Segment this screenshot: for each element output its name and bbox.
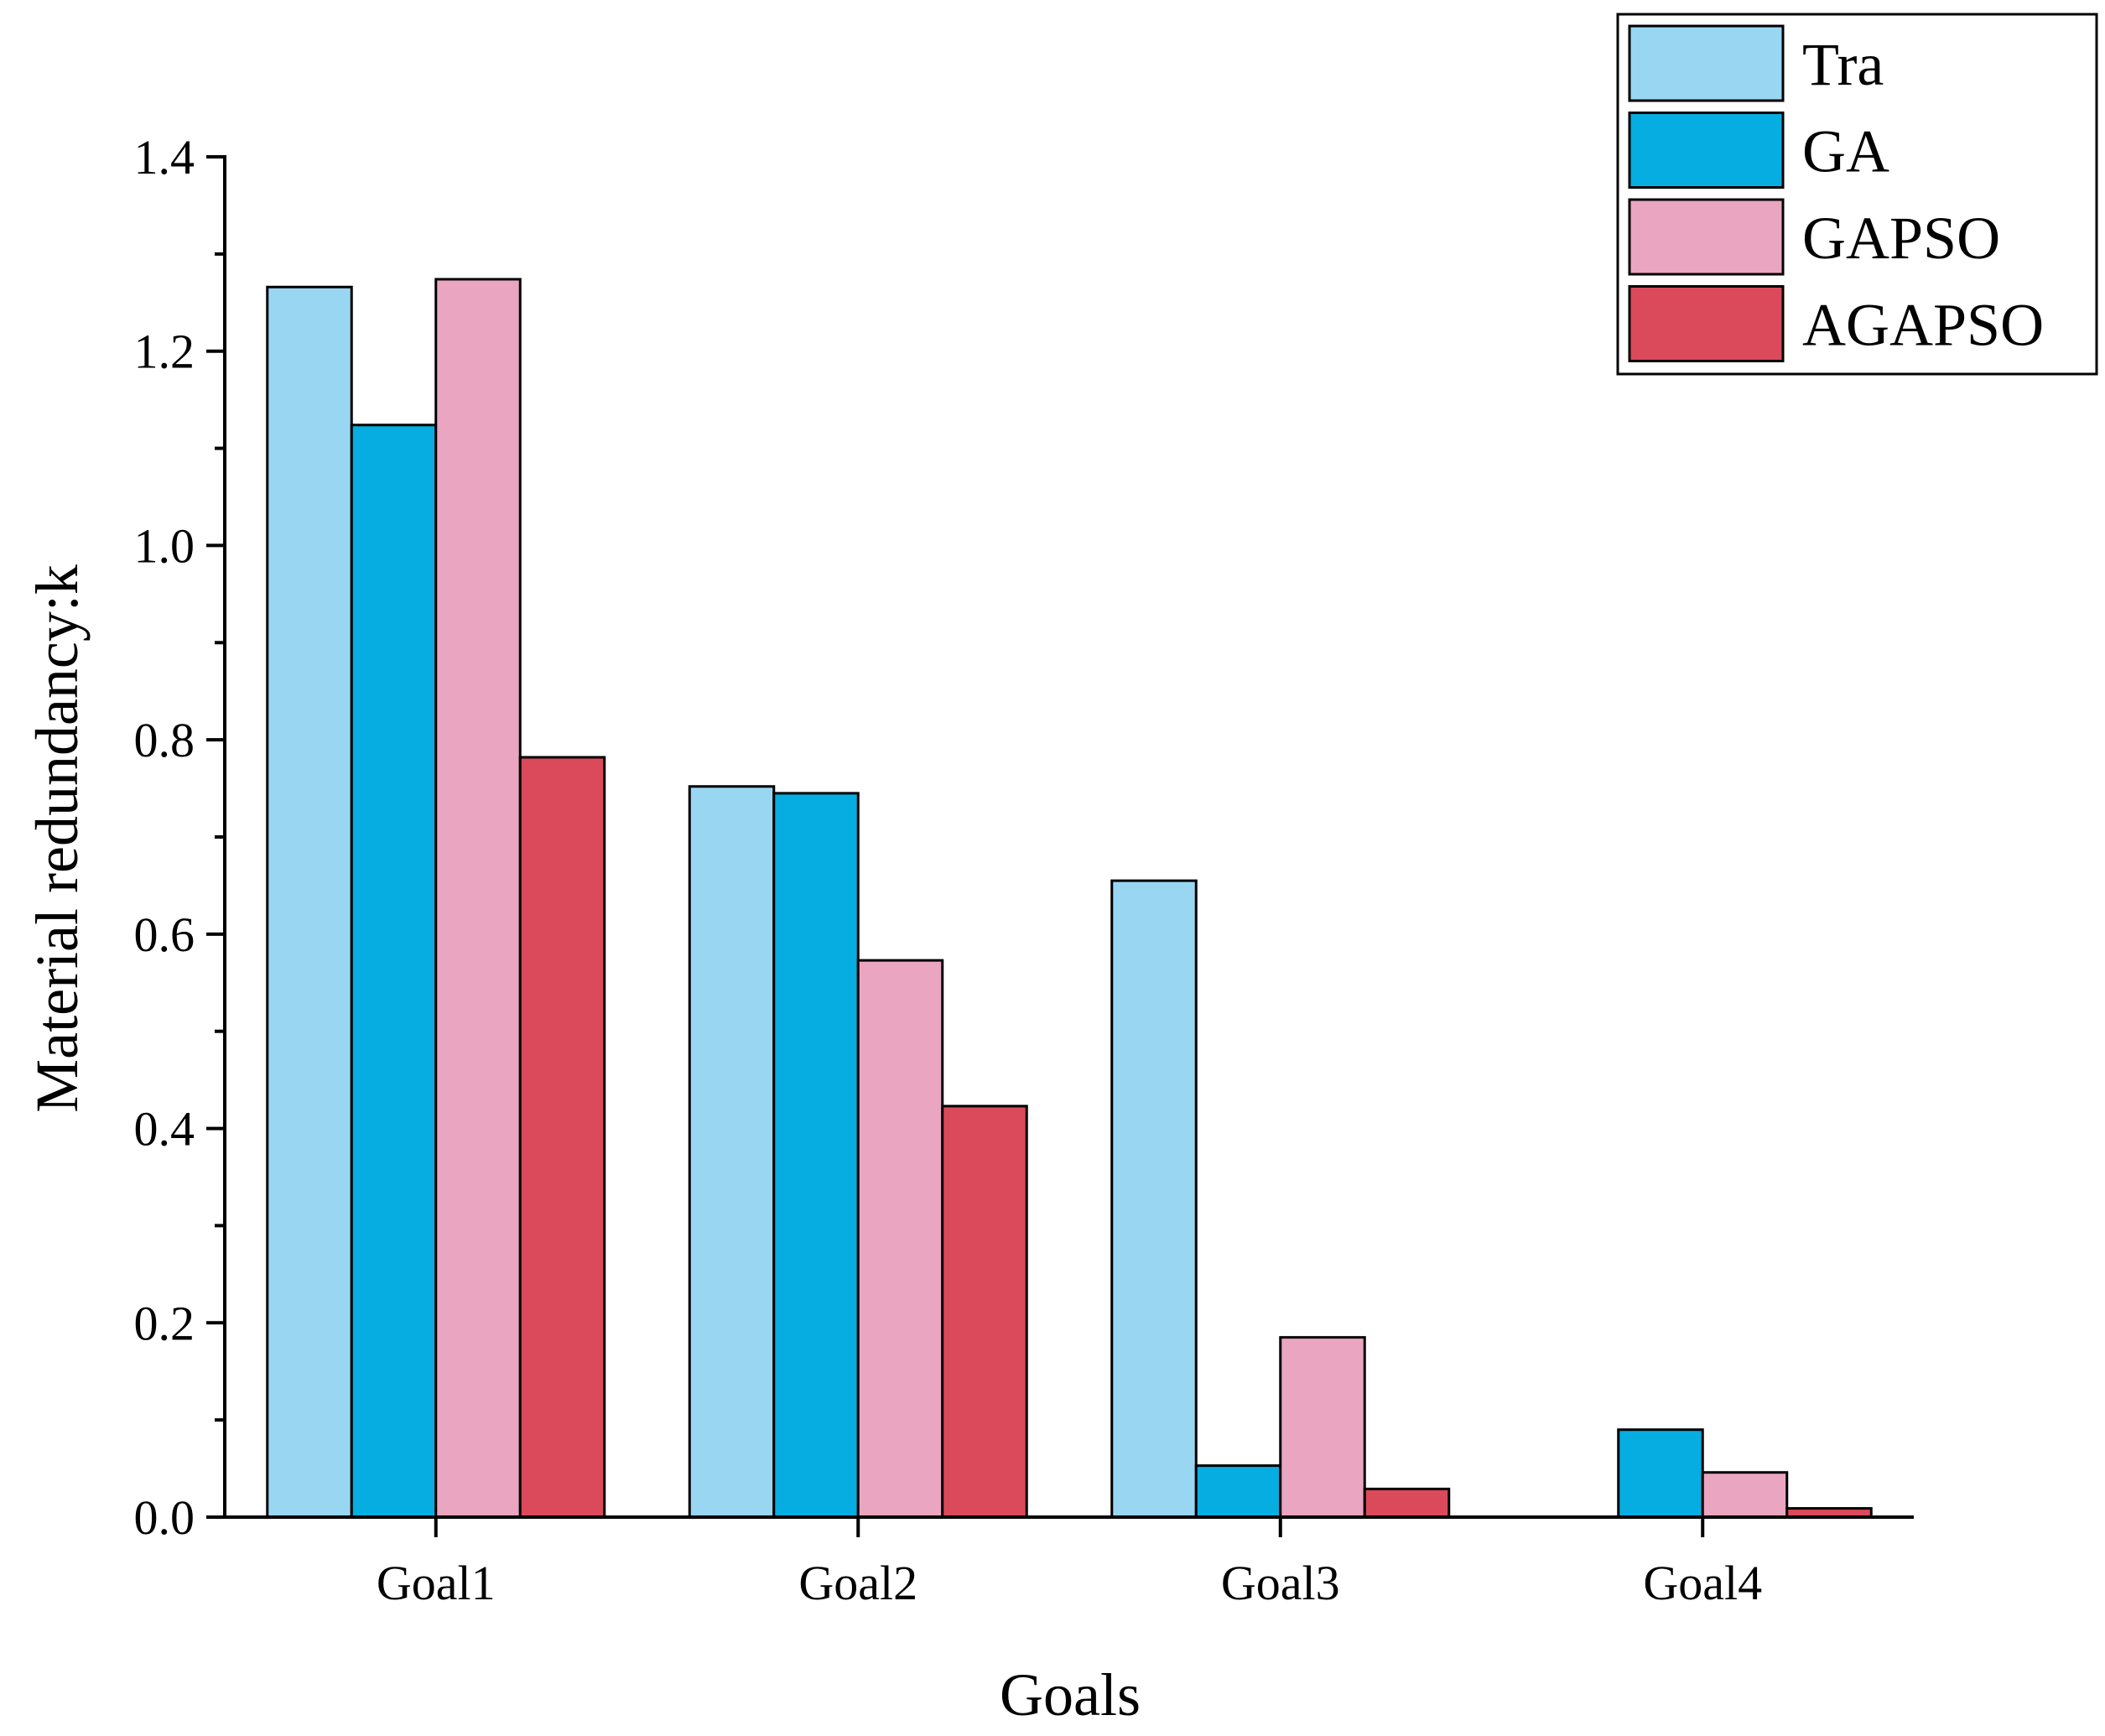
x-tick-label-goal1: Goal1 (377, 1556, 496, 1610)
bars-layer (266, 278, 1873, 1519)
legend: Tra GA GAPSO AGAPSO (1616, 13, 2098, 376)
bar-ga-goal1 (350, 424, 438, 1519)
legend-swatch-gapso (1628, 198, 1785, 276)
bar-ga-goal4 (1617, 1428, 1704, 1519)
bar-gapso-goal4 (1701, 1471, 1789, 1519)
x-axis-title: Goals (1000, 1661, 1141, 1728)
x-tick-label-goal2: Goal2 (798, 1556, 917, 1610)
legend-label-gapso: GAPSO (1802, 205, 2000, 272)
y-tick-label: 0.0 (134, 1490, 195, 1545)
y-tick-label: 1.0 (134, 518, 195, 573)
legend-label-ga: GA (1802, 118, 1889, 185)
bar-agapso-goal1 (518, 756, 606, 1519)
bar-tra-goal1 (266, 285, 353, 1519)
legend-label-agapso: AGAPSO (1802, 292, 2044, 359)
legend-swatch-tra (1628, 24, 1785, 102)
axes-layer: 0.0 0.2 0.4 0.6 0.8 1.0 1.2 1.4 Goal1 Goal2 Goal3 G… (134, 130, 1914, 1610)
bar-gapso-goal3 (1279, 1336, 1366, 1519)
y-tick-label: 0.4 (134, 1102, 195, 1156)
bar-agapso-goal3 (1363, 1487, 1451, 1519)
legend-label-tra: Tra (1802, 31, 1884, 98)
bar-tra-goal3 (1110, 879, 1198, 1519)
y-axis-title: Material redundancy:k (23, 564, 91, 1113)
x-tick-label-goal3: Goal3 (1221, 1556, 1340, 1610)
legend-swatch-agapso (1628, 285, 1785, 362)
bar-tra-goal2 (688, 785, 776, 1519)
legend-swatch-ga (1628, 112, 1785, 189)
bar-ga-goal3 (1194, 1464, 1282, 1519)
bar-agapso-goal2 (941, 1104, 1028, 1519)
y-tick-label: 0.8 (134, 713, 195, 767)
y-tick-label: 0.6 (134, 907, 195, 962)
x-tick-label-goal4: Goal4 (1643, 1556, 1762, 1610)
bar-gapso-goal1 (434, 278, 522, 1519)
bar-gapso-goal2 (856, 959, 944, 1519)
y-tick-label: 1.2 (134, 325, 195, 379)
y-tick-label: 1.4 (134, 130, 195, 185)
bar-ga-goal2 (772, 792, 860, 1519)
y-tick-label: 0.2 (134, 1296, 195, 1350)
